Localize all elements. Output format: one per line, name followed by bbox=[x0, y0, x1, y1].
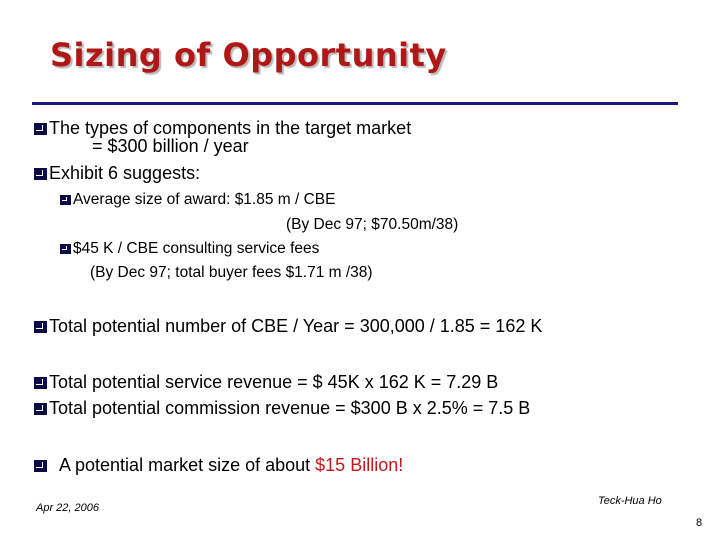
checkbox-bullet-icon bbox=[34, 377, 47, 389]
bullet-text: Average size of award: $1.85 m / CBE bbox=[73, 191, 336, 208]
bullet-line-4: Total potential service revenue = $ 45K … bbox=[34, 372, 498, 392]
checkbox-bullet-icon bbox=[34, 123, 47, 135]
bullet-text: (By Dec 97; total buyer fees $1.71 m /38… bbox=[90, 264, 373, 281]
sub-bullet-line-1-cont: (By Dec 97; $70.50m/38) bbox=[286, 216, 458, 234]
bullet-line-1-cont: = $300 billion / year bbox=[92, 136, 249, 156]
footer-date: Apr 22, 2006 bbox=[36, 502, 99, 514]
bullet-text: = $300 billion / year bbox=[92, 136, 249, 156]
conclusion-text: A potential market size of about bbox=[59, 455, 316, 475]
sub-bullet-line-1: Average size of award: $1.85 m / CBE bbox=[60, 191, 336, 209]
bullet-text: $45 K / CBE consulting service fees bbox=[73, 240, 320, 257]
checkbox-bullet-icon bbox=[34, 321, 47, 333]
bullet-text: The types of components in the target ma… bbox=[49, 118, 412, 138]
bullet-text: Total potential number of CBE / Year = 3… bbox=[49, 316, 543, 336]
checkbox-bullet-icon bbox=[60, 244, 71, 254]
title-divider bbox=[32, 102, 678, 105]
bullet-line-5: Total potential commission revenue = $30… bbox=[34, 398, 530, 418]
conclusion-line: A potential market size of about $15 Bil… bbox=[34, 455, 403, 475]
slide-title: Sizing of Opportunity bbox=[50, 36, 447, 74]
footer-author: Teck-Hua Ho bbox=[598, 495, 662, 507]
bullet-line-2: Exhibit 6 suggests: bbox=[34, 163, 200, 183]
checkbox-bullet-icon bbox=[34, 403, 47, 415]
bullet-line-1: The types of components in the target ma… bbox=[34, 118, 411, 138]
page-number: 8 bbox=[696, 517, 703, 529]
bullet-text: (By Dec 97; $70.50m/38) bbox=[286, 216, 459, 233]
sub-bullet-line-2: $45 K / CBE consulting service fees bbox=[60, 240, 319, 258]
bullet-text: Total potential service revenue = $ 45K … bbox=[49, 372, 499, 392]
checkbox-bullet-icon bbox=[34, 168, 47, 180]
conclusion-highlight: $15 Billion! bbox=[315, 455, 404, 475]
bullet-text: Total potential commission revenue = $30… bbox=[49, 398, 531, 418]
checkbox-bullet-icon bbox=[34, 460, 47, 472]
sub-bullet-line-2-cont: (By Dec 97; total buyer fees $1.71 m /38… bbox=[90, 264, 373, 282]
checkbox-bullet-icon bbox=[60, 195, 71, 205]
bullet-line-3: Total potential number of CBE / Year = 3… bbox=[34, 316, 542, 336]
bullet-text: Exhibit 6 suggests: bbox=[49, 163, 201, 183]
